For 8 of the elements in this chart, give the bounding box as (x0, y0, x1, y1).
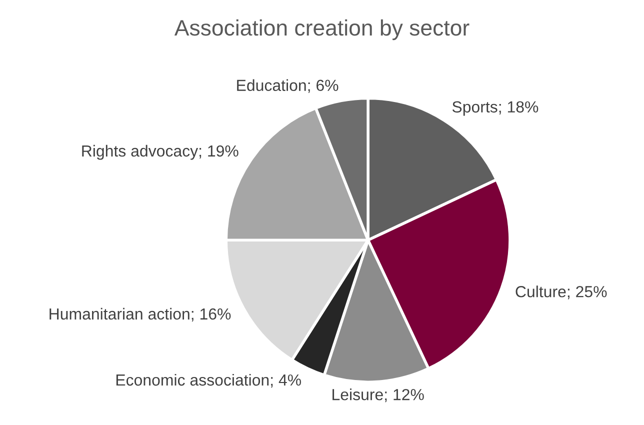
slice-label: Leisure; 12% (332, 388, 424, 402)
slice-label: Economic association; 4% (116, 374, 301, 388)
slice-label: Education; 6% (237, 79, 338, 93)
slice-label: Culture; 25% (516, 286, 607, 300)
slice-label: Sports; 18% (452, 101, 538, 116)
slice-label: Rights advocacy; 19% (82, 144, 238, 160)
slice-label: Humanitarian action; 16% (50, 308, 231, 322)
chart-title: Association creation by sector (174, 19, 470, 40)
